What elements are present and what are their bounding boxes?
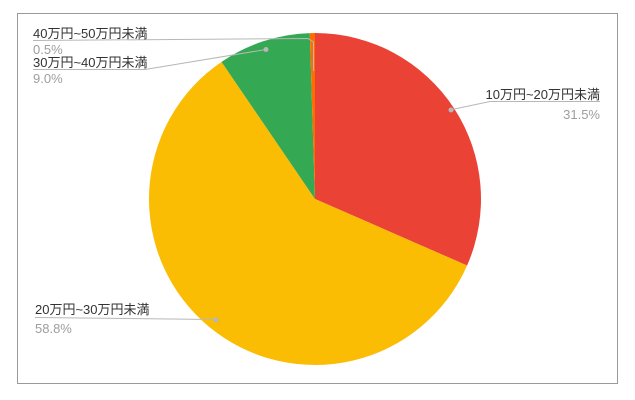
slice-label-40-50: 40万円~50万円未満 xyxy=(33,26,148,41)
callout-30-40: 30万円~40万円未満 xyxy=(33,55,148,70)
leader-line-10-20 xyxy=(451,101,600,110)
slice-label-20-30: 20万円~30万円未満 xyxy=(35,302,150,317)
callout-10-20: 10万円~20万円未満 31.5% xyxy=(485,87,600,122)
callout-pct-20-30: 58.8% xyxy=(35,321,72,336)
leader-dot-30-40 xyxy=(263,47,269,52)
leader-lines xyxy=(32,37,600,320)
slice-label-30-40: 30万円~40万円未満 xyxy=(33,55,148,70)
leader-line-40-50 xyxy=(32,37,314,71)
slice-label-10-20: 10万円~20万円未満 xyxy=(485,87,600,102)
leader-dot-10-20 xyxy=(448,107,454,113)
callout-40-50: 40万円~50万円未満 xyxy=(33,26,148,41)
leader-dot-20-30 xyxy=(213,317,219,323)
leader-dots xyxy=(213,47,454,323)
slice-percent-30-40: 9.0% xyxy=(33,71,63,86)
pie-slices xyxy=(148,32,481,366)
callout-20-30: 20万円~30万円未満 xyxy=(35,302,150,317)
callout-pct-30-40: 9.0% xyxy=(33,71,63,86)
slice-percent-20-30: 58.8% xyxy=(35,321,72,336)
pie-slice-0[interactable] xyxy=(315,33,481,266)
pie-slice-1[interactable] xyxy=(148,61,468,366)
slice-percent-10-20: 31.5% xyxy=(563,107,600,122)
slice-percent-40-50: 0.5% xyxy=(33,42,63,57)
pie-slice-2[interactable] xyxy=(221,33,315,199)
pie-slice-3[interactable] xyxy=(309,32,315,200)
leader-line-20-30 xyxy=(34,317,215,320)
callout-pct-40-50: 0.5% xyxy=(33,42,63,57)
leader-line-30-40 xyxy=(33,49,267,70)
